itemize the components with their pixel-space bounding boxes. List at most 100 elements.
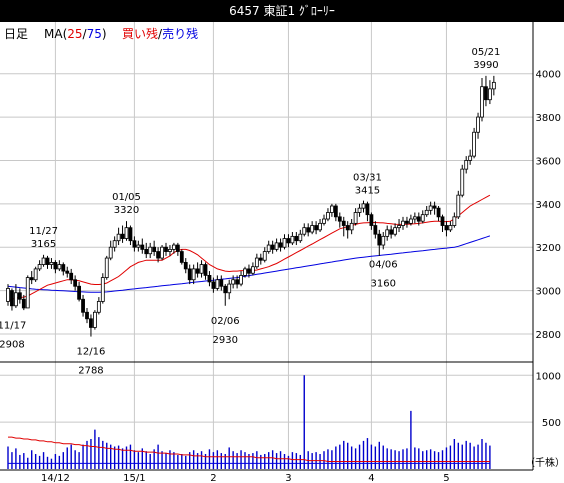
candlestick (128, 225, 133, 246)
candlestick (77, 281, 81, 302)
candle-body (179, 251, 184, 263)
candle-body (420, 214, 425, 222)
candlestick (448, 221, 453, 233)
candle-body (33, 268, 38, 281)
candlestick (211, 277, 216, 293)
candlestick (148, 242, 153, 259)
candlestick (65, 266, 70, 278)
volume-unit-label: （千株） (525, 456, 564, 469)
candle-body (357, 207, 362, 213)
candle-body (480, 86, 484, 118)
candle-body (65, 270, 70, 274)
candle-body (464, 160, 469, 170)
candlestick (195, 262, 200, 278)
candle-body (239, 275, 243, 285)
candle-body (274, 242, 279, 250)
candlestick (282, 234, 287, 250)
candle-body (322, 218, 326, 224)
candlestick (187, 264, 192, 285)
candlestick (302, 223, 307, 237)
candle-body (393, 227, 398, 235)
candlestick (89, 314, 93, 337)
title-bar (0, 0, 564, 22)
legend-period: 日足 (4, 27, 28, 41)
candlestick (476, 112, 480, 139)
candle-body (318, 222, 322, 231)
candlestick (373, 221, 378, 239)
annotation-date: 11/17 (0, 321, 26, 332)
candle-body (37, 264, 42, 270)
candlestick (452, 212, 457, 228)
candlestick (235, 275, 240, 289)
candle-body (250, 266, 255, 274)
candle-body (235, 279, 240, 285)
candlestick (33, 266, 38, 282)
candle-body (164, 246, 168, 252)
candlestick (17, 288, 22, 304)
candlestick (314, 221, 319, 235)
candlestick (116, 227, 121, 246)
candle-body (349, 222, 354, 231)
price-tick-label: 3000 (536, 287, 561, 298)
annotation-date: 11/27 (29, 226, 58, 237)
legend-ma-label: MA( (44, 27, 67, 41)
candle-body (341, 220, 346, 226)
candle-body (258, 257, 263, 261)
axis-labels: 4000 3800 3600 3400 3200 3000 2800 1000 500 14/12… (41, 70, 561, 483)
candle-body (401, 220, 405, 226)
candle-body (306, 227, 311, 233)
candle-body (377, 233, 382, 246)
candlestick (432, 201, 437, 215)
candlestick (349, 219, 354, 235)
candlestick (199, 260, 204, 278)
candle-body (211, 281, 216, 289)
candlestick (124, 221, 129, 241)
price-annotation: 05/21 3990 (472, 47, 501, 71)
candle-body (412, 216, 417, 220)
candlestick (164, 242, 168, 256)
volume-tick-label: 1000 (536, 371, 561, 382)
candlestick (416, 212, 421, 226)
candle-body (231, 279, 236, 285)
candle-body (73, 279, 78, 287)
candlestick (160, 245, 164, 261)
candle-body (132, 240, 137, 248)
candle-body (472, 131, 477, 157)
candle-body (389, 229, 394, 235)
candlestick (318, 219, 322, 233)
candle-body (456, 194, 461, 218)
candlestick (57, 260, 62, 272)
candle-body (77, 285, 81, 300)
candle-body (207, 275, 212, 283)
candle-body (484, 86, 488, 101)
grid-lines (0, 22, 533, 470)
candlestick (243, 266, 247, 278)
x-tick-label: 3 (285, 473, 291, 483)
candle-body (440, 216, 445, 226)
legend-ma-long: 75 (87, 27, 102, 41)
price-tick-label: 2800 (536, 330, 561, 341)
candle-body (223, 285, 228, 294)
candle-body (416, 216, 421, 222)
candle-body (329, 205, 334, 213)
legend-slash: / (158, 27, 163, 41)
candlestick (152, 240, 157, 256)
price-tick-label: 4000 (536, 70, 561, 81)
candle-body (282, 238, 287, 248)
candle-body (112, 240, 117, 248)
annotation-date: 05/21 (472, 47, 501, 58)
candlestick (203, 262, 208, 280)
annotation-value: 3160 (371, 278, 396, 289)
candle-body (290, 235, 295, 244)
candlestick (171, 242, 176, 254)
candlestick (389, 225, 394, 239)
candle-body (195, 268, 200, 274)
candlestick (132, 236, 137, 252)
legend-ma-sep: / (83, 27, 88, 41)
candlestick (85, 307, 89, 324)
candlestick (49, 258, 54, 269)
price-annotation: 02/06 2930 (211, 316, 240, 346)
candle-body (468, 155, 473, 161)
candle-body (385, 229, 390, 237)
candle-body (140, 244, 145, 250)
